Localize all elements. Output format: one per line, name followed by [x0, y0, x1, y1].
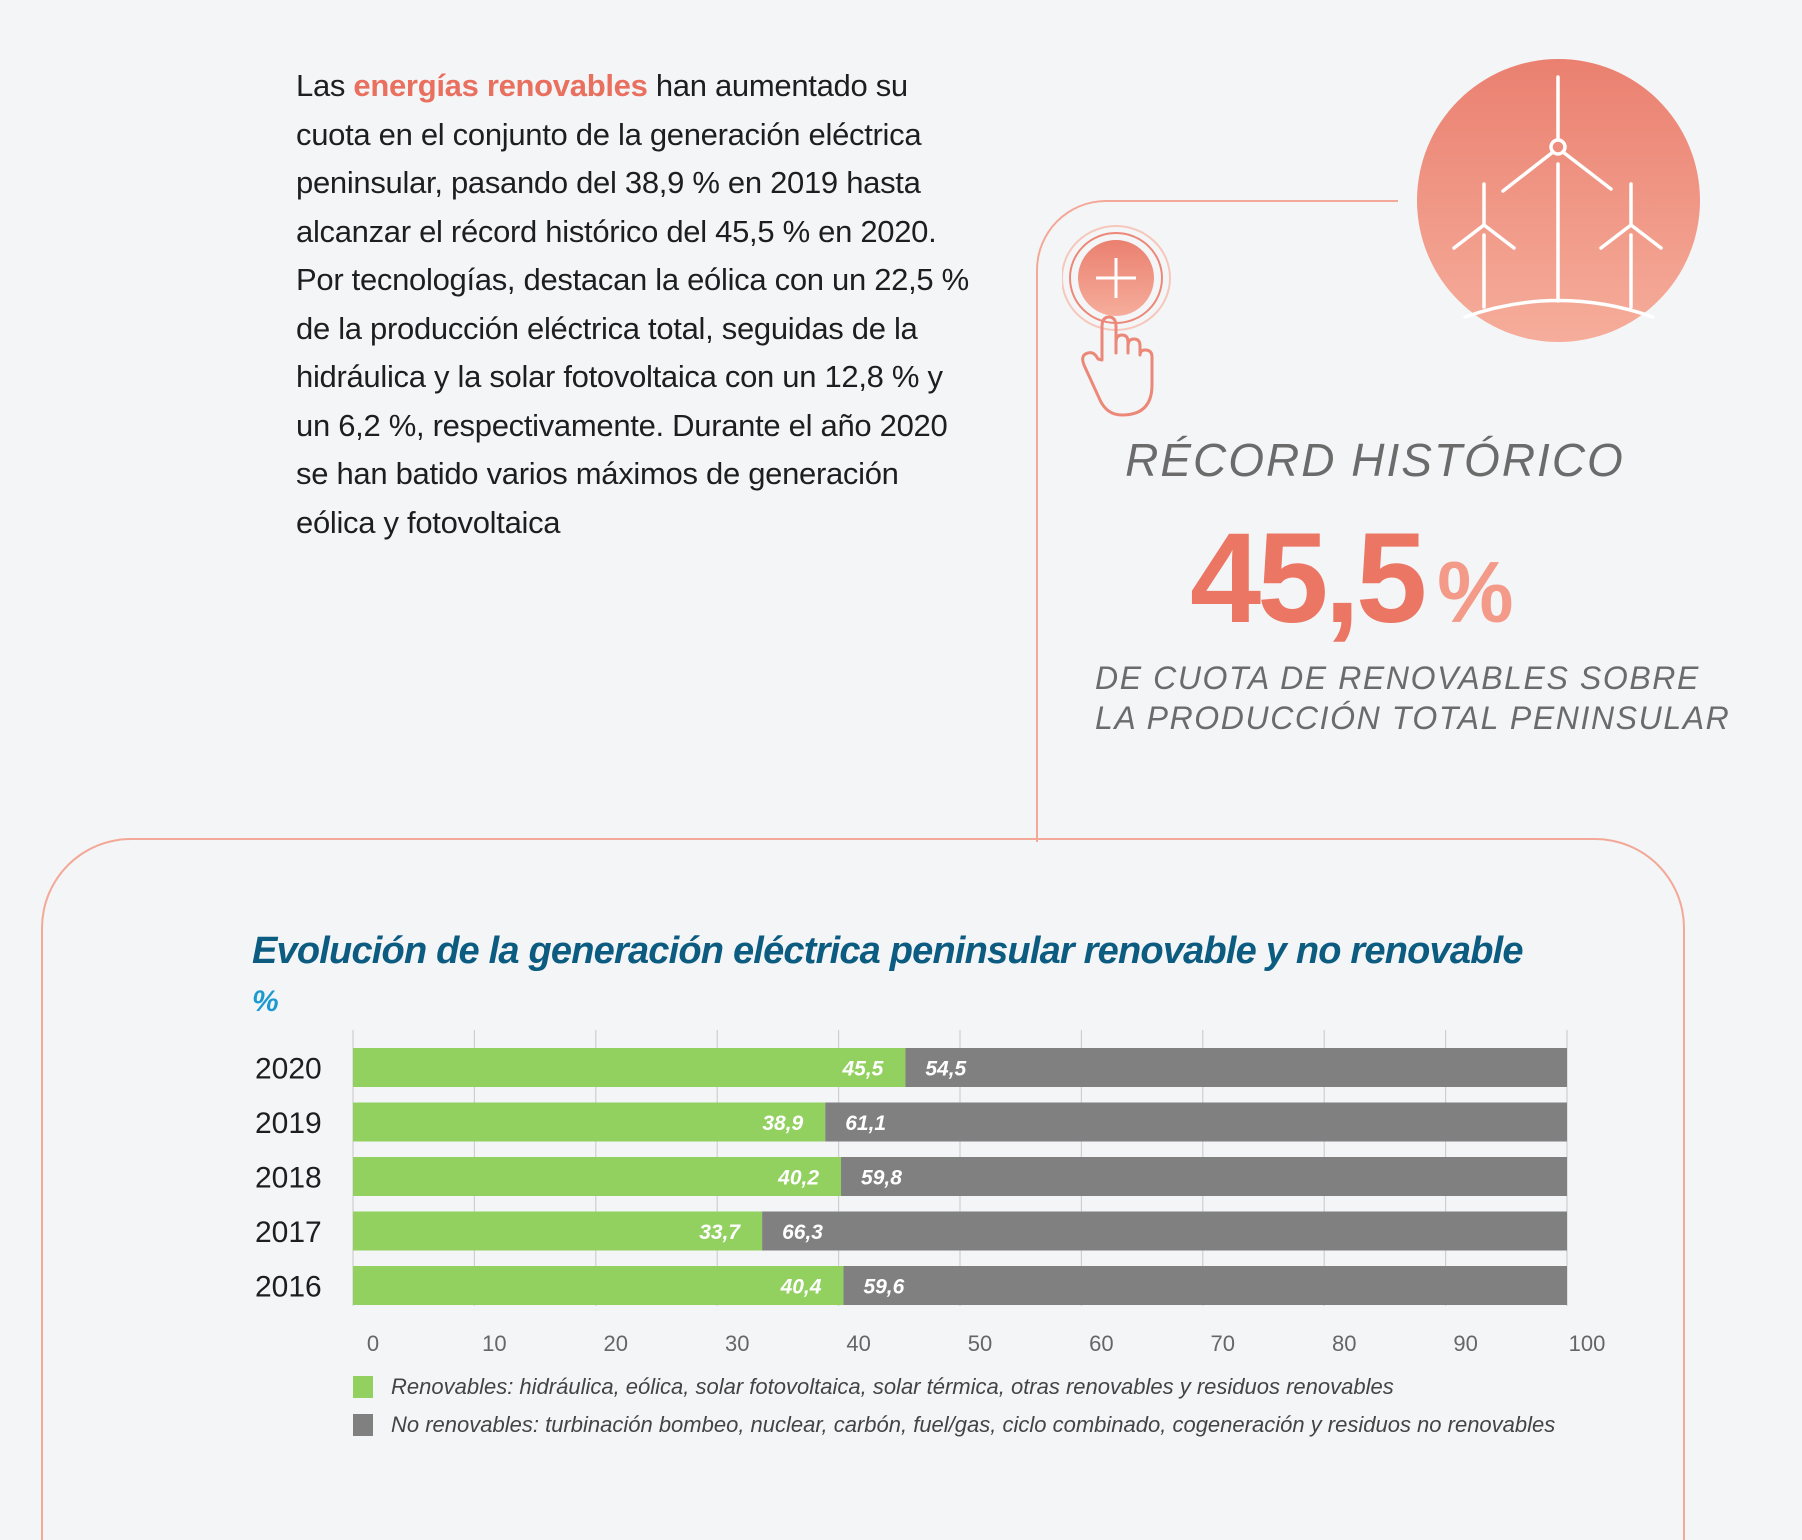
- x-tick-label: 90: [1453, 1331, 1477, 1356]
- bar-non-renewable: [762, 1211, 1567, 1251]
- press-button-icon: [1062, 225, 1171, 417]
- x-tick-label: 100: [1569, 1331, 1606, 1356]
- x-tick-label: 30: [725, 1331, 749, 1356]
- y-category-label: 2018: [255, 1162, 322, 1195]
- stacked-bar-chart: 0 10 20 30 40 50 60 70 80 90 100 45,5 54,5 2020 38,9 61…: [255, 1030, 1606, 1356]
- legend-label-non-renewable: No renovables: turbinación bombeo, nucle…: [391, 1412, 1556, 1437]
- connector-frame: [1036, 200, 1398, 842]
- bar-renewable: [353, 1157, 842, 1196]
- bar-non-renewable: [841, 1157, 1567, 1196]
- data-label-non-renewable: 59,8: [861, 1167, 902, 1190]
- data-label-renewable: 40,4: [780, 1276, 822, 1299]
- x-tick-label: 80: [1332, 1331, 1356, 1356]
- data-label-renewable: 33,7: [699, 1221, 741, 1244]
- intro-paragraph: Las energías renovables han aumentado su…: [296, 62, 976, 547]
- y-category-label: 2016: [255, 1271, 322, 1304]
- bar-renewable: [353, 1048, 906, 1087]
- x-tick-label: 10: [482, 1331, 506, 1356]
- x-tick-label: 60: [1089, 1331, 1113, 1356]
- data-label-renewable: 45,5: [841, 1058, 883, 1081]
- wind-turbines-icon: [1417, 59, 1700, 342]
- data-label-non-renewable: 61,1: [845, 1112, 886, 1135]
- data-label-non-renewable: 66,3: [782, 1221, 823, 1244]
- data-label-non-renewable: 54,5: [925, 1058, 966, 1081]
- record-unit: %: [1437, 545, 1513, 641]
- x-tick-label: 0: [367, 1331, 379, 1356]
- y-category-label: 2017: [255, 1216, 322, 1249]
- x-tick-label: 20: [604, 1331, 628, 1356]
- data-label-renewable: 40,2: [777, 1167, 819, 1190]
- chart-unit-label: %: [252, 985, 279, 1018]
- legend-label-renewable: Renovables: hidráulica, eólica, solar fo…: [391, 1374, 1394, 1399]
- y-category-label: 2020: [255, 1053, 322, 1086]
- bar-renewable: [353, 1211, 763, 1251]
- record-value: 45,5%: [1190, 505, 1514, 652]
- x-tick-label: 50: [968, 1331, 992, 1356]
- x-tick-label: 70: [1211, 1331, 1235, 1356]
- intro-text: han aumentado su cuota en el conjunto de…: [296, 68, 969, 540]
- bar-renewable: [353, 1102, 826, 1142]
- data-label-non-renewable: 59,6: [863, 1276, 904, 1299]
- legend-item-non-renewable: No renovables: turbinación bombeo, nucle…: [353, 1412, 1555, 1438]
- legend-item-renewable: Renovables: hidráulica, eólica, solar fo…: [353, 1374, 1394, 1400]
- intro-highlight: energías renovables: [353, 68, 648, 103]
- chart-title: Evolución de la generación eléctrica pen…: [252, 930, 1524, 972]
- bar-non-renewable: [825, 1102, 1567, 1142]
- legend-swatch-renewable: [353, 1376, 373, 1398]
- bar-non-renewable: [905, 1048, 1567, 1087]
- record-desc-line1: DE CUOTA DE RENOVABLES SOBRE: [1095, 660, 1700, 696]
- x-tick-label: 40: [846, 1331, 870, 1356]
- record-desc-line2: LA PRODUCCIÓN TOTAL PENINSULAR: [1095, 700, 1731, 736]
- intro-prefix: Las: [296, 68, 354, 103]
- record-description: DE CUOTA DE RENOVABLES SOBRE LA PRODUCCI…: [1095, 658, 1730, 738]
- data-label-renewable: 38,9: [762, 1112, 803, 1135]
- record-label: RÉCORD HISTÓRICO: [1125, 434, 1625, 486]
- record-number: 45,5: [1190, 507, 1427, 650]
- chart-frame: [41, 838, 1685, 1540]
- bar-non-renewable: [843, 1266, 1567, 1305]
- bar-renewable: [353, 1266, 844, 1305]
- legend-swatch-non-renewable: [353, 1414, 373, 1436]
- y-category-label: 2019: [255, 1107, 322, 1140]
